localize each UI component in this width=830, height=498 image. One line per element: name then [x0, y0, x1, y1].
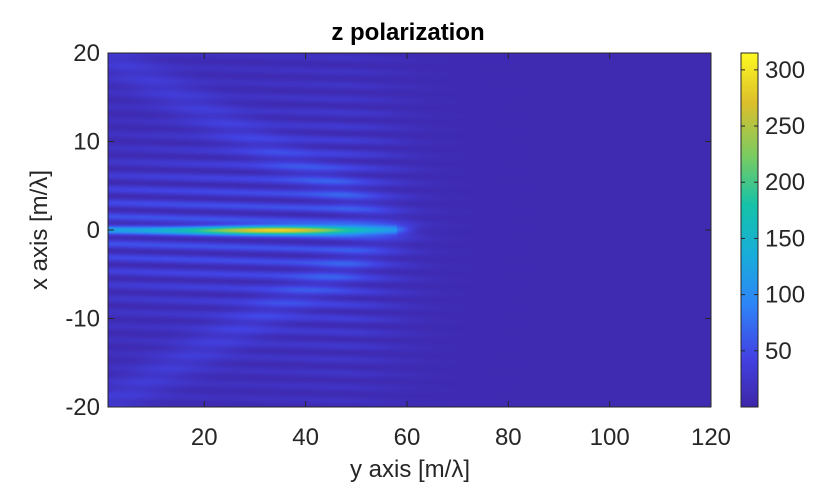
x-tick-label: 120 [691, 424, 731, 451]
y-tick-label: -20 [65, 394, 100, 421]
colorbar-tick-label: 100 [765, 282, 805, 309]
x-axis: 20 40 60 80 100 120 [191, 53, 731, 451]
colorbar-gradient [740, 52, 759, 408]
colorbar-tick-label: 150 [765, 225, 805, 252]
x-tick-label: 80 [495, 424, 522, 451]
plot-area [107, 52, 712, 408]
x-tick-label: 20 [191, 424, 218, 451]
y-tick-label: 10 [73, 129, 100, 156]
y-tick-label: 0 [87, 217, 100, 244]
colorbar-ticks: 300 250 200 150 100 50 [741, 57, 805, 365]
colorbar-tick-label: 250 [765, 113, 805, 140]
x-axis-label: y axis [m/λ] [350, 456, 470, 483]
heatmap-canvas [108, 53, 711, 407]
y-axis-label: x axis [m/λ] [26, 170, 53, 290]
y-tick-label: -10 [65, 306, 100, 333]
colorbar-tick-label: 300 [765, 57, 805, 84]
y-axis: 20 10 0 -10 -20 [65, 40, 711, 421]
colorbar: 300 250 200 150 100 50 [740, 52, 805, 408]
x-tick-label: 60 [394, 424, 421, 451]
y-tick-label: 20 [73, 40, 100, 67]
x-tick-label: 40 [292, 424, 319, 451]
x-tick-label: 100 [590, 424, 630, 451]
chart-title: z polarization [331, 19, 484, 46]
colorbar-tick-label: 200 [765, 169, 805, 196]
colorbar-tick-label: 50 [765, 338, 792, 365]
